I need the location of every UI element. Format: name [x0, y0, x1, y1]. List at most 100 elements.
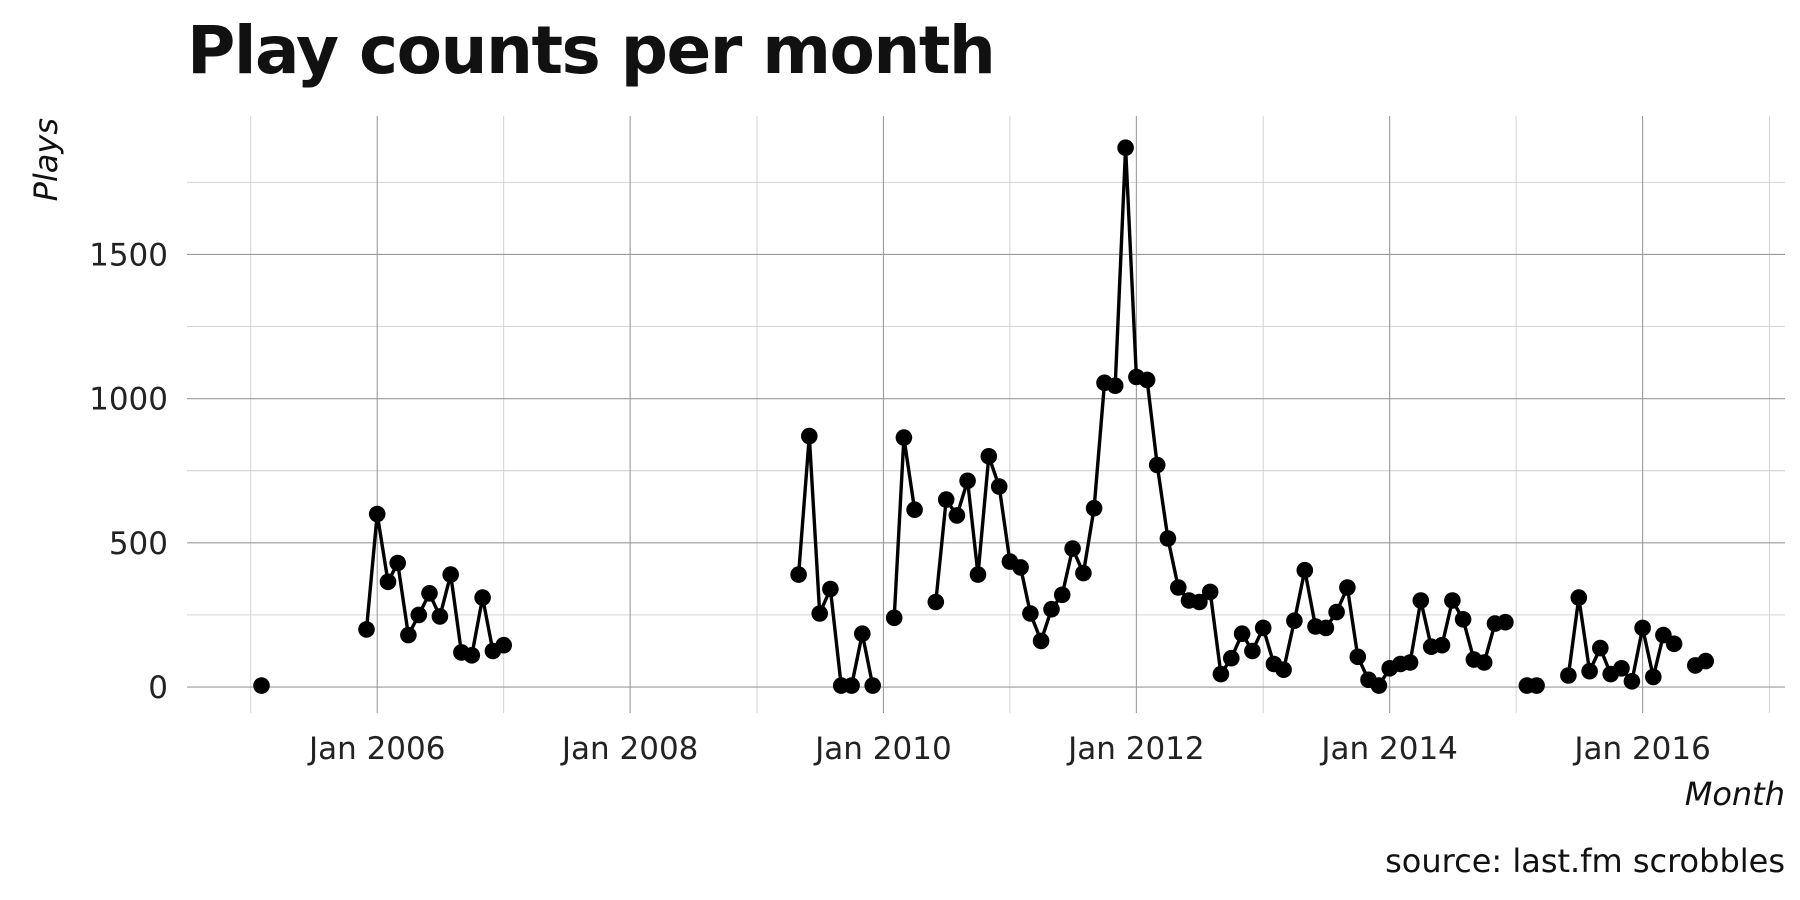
data-point — [1444, 592, 1461, 609]
data-point — [990, 478, 1008, 495]
data-point — [1022, 605, 1039, 622]
data-point — [431, 608, 449, 625]
x-tick-label: Jan 2012 — [1066, 731, 1205, 767]
data-point — [980, 448, 998, 465]
x-tick-label: Jan 2016 — [1572, 731, 1711, 767]
y-axis-title: Plays — [27, 118, 65, 201]
data-point — [1497, 613, 1514, 631]
data-point — [1043, 600, 1060, 618]
data-point — [906, 501, 923, 518]
data-point — [1433, 636, 1451, 654]
data-point — [811, 605, 828, 622]
x-tick-label: Jan 2006 — [307, 731, 446, 767]
data-point — [463, 647, 481, 664]
data-point — [885, 609, 903, 627]
x-axis-title: Month — [1685, 775, 1785, 813]
data-point — [1075, 564, 1092, 582]
data-point — [1275, 661, 1292, 678]
data-point — [1328, 603, 1345, 621]
data-point — [1370, 677, 1388, 694]
data-point — [937, 491, 955, 508]
data-point — [1012, 559, 1029, 576]
data-point — [400, 626, 417, 644]
data-point — [948, 507, 966, 524]
data-point — [1170, 579, 1187, 596]
data-point — [843, 677, 860, 694]
x-tick-label: Jan 2010 — [813, 731, 952, 767]
data-point — [790, 566, 807, 583]
data-point — [1475, 654, 1493, 671]
data-point — [253, 677, 270, 694]
y-tick-label: 500 — [109, 526, 168, 562]
data-point — [959, 472, 976, 490]
data-point — [1117, 139, 1134, 156]
data-point — [1454, 611, 1472, 628]
data-point — [1570, 589, 1588, 606]
data-point — [1212, 665, 1230, 683]
x-tick-label: Jan 2014 — [1319, 731, 1458, 767]
data-point — [379, 573, 397, 591]
data-point — [1645, 668, 1662, 686]
data-point — [801, 427, 818, 445]
data-point — [1138, 371, 1156, 389]
y-tick-label: 1000 — [89, 382, 168, 418]
minor-gridlines — [187, 116, 1785, 713]
data-point — [1296, 561, 1314, 579]
data-point — [495, 636, 512, 654]
series-line-segment — [892, 435, 917, 618]
data-point — [421, 585, 438, 602]
data-point — [1401, 654, 1419, 671]
chart-title: Play counts per month — [187, 12, 996, 89]
data-point — [1064, 540, 1081, 557]
data-point — [1053, 586, 1071, 604]
x-tick-labels: Jan 2006 Jan 2008 Jan 2010 Jan 2012 Jan 2014… — [307, 731, 1711, 767]
data-point — [1623, 673, 1641, 690]
major-gridlines — [187, 116, 1785, 713]
data-point — [1528, 677, 1545, 694]
data-point — [1697, 652, 1714, 670]
data-point — [1581, 662, 1598, 680]
data-point — [927, 593, 945, 611]
y-tick-label: 0 — [148, 670, 168, 706]
y-tick-labels: 0 500 1000 1500 — [89, 237, 168, 706]
data-point — [969, 566, 987, 583]
data-point — [1349, 648, 1367, 666]
data-point — [895, 429, 913, 446]
series-lines — [364, 146, 1707, 688]
data-point — [1339, 579, 1356, 596]
data-point — [1592, 639, 1609, 657]
data-point — [474, 589, 491, 606]
data-point — [1032, 632, 1050, 650]
data-point — [854, 625, 871, 642]
data-point — [1254, 619, 1272, 637]
y-tick-label: 1500 — [89, 237, 168, 273]
data-point — [1286, 612, 1303, 629]
series-points — [253, 139, 1714, 694]
data-point — [1665, 635, 1683, 653]
data-point — [864, 677, 881, 694]
data-point — [410, 606, 428, 624]
chart-caption: source: last.fm scrobbles — [1385, 842, 1785, 880]
data-point — [1191, 593, 1208, 611]
data-point — [1613, 660, 1630, 677]
data-point — [1159, 530, 1177, 547]
data-point — [1106, 377, 1124, 395]
data-point — [1148, 456, 1166, 474]
data-point — [389, 554, 407, 572]
series-line-segment — [796, 434, 875, 688]
data-point — [358, 621, 375, 638]
data-point — [1412, 592, 1430, 609]
x-tick-label: Jan 2008 — [560, 731, 699, 767]
data-point — [1560, 667, 1577, 684]
data-point — [1085, 499, 1103, 517]
data-point — [822, 580, 839, 598]
data-point — [1317, 619, 1335, 637]
data-point — [1244, 642, 1261, 660]
data-point — [1223, 649, 1240, 667]
data-point — [1233, 625, 1251, 642]
data-point — [442, 566, 460, 583]
data-point — [1634, 619, 1651, 637]
data-point — [368, 505, 386, 523]
data-point — [1201, 583, 1219, 601]
